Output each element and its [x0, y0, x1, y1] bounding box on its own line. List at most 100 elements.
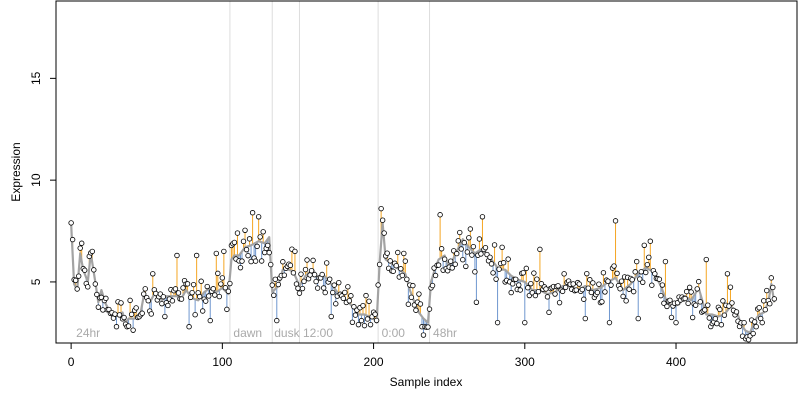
data-point — [516, 282, 522, 288]
data-point — [345, 284, 351, 290]
data-point — [590, 280, 596, 286]
data-point — [470, 243, 477, 250]
data-point — [296, 290, 303, 296]
data-point — [637, 276, 643, 282]
data-point — [295, 285, 301, 292]
data-point — [634, 258, 640, 265]
data-point — [142, 286, 148, 292]
y-axis-label: Expression — [9, 142, 23, 201]
data-point — [116, 312, 123, 318]
data-point — [523, 265, 530, 272]
data-point — [405, 301, 412, 307]
data-point — [349, 319, 356, 326]
data-point — [175, 290, 182, 296]
data-point — [272, 276, 278, 283]
data-point — [257, 234, 263, 240]
data-point — [469, 252, 475, 258]
data-point — [520, 270, 526, 276]
data-point — [75, 273, 82, 279]
data-point — [186, 324, 192, 330]
data-point — [269, 282, 275, 288]
data-point — [535, 288, 542, 295]
data-point — [159, 300, 165, 307]
data-point — [352, 312, 359, 318]
data-point — [313, 278, 319, 285]
data-point — [266, 249, 272, 256]
data-point — [689, 314, 696, 321]
data-point — [491, 242, 498, 248]
data-point — [212, 292, 218, 298]
data-point — [712, 315, 719, 322]
data-point — [562, 284, 569, 291]
data-point — [584, 270, 590, 277]
data-point — [640, 279, 646, 285]
data-point — [178, 296, 185, 302]
data-point — [204, 283, 210, 290]
data-point — [72, 277, 79, 284]
data-point — [189, 289, 195, 296]
data-point — [582, 315, 588, 322]
data-point — [79, 240, 85, 246]
data-point — [662, 258, 669, 265]
data-point — [363, 292, 369, 299]
data-point — [499, 244, 505, 251]
data-point — [141, 291, 147, 297]
data-point — [304, 257, 310, 263]
data-point — [538, 281, 545, 287]
data-point — [647, 238, 654, 244]
data-point — [82, 267, 88, 273]
data-point — [372, 311, 378, 317]
data-point — [432, 272, 439, 279]
data-point — [668, 314, 675, 321]
data-point — [413, 307, 419, 313]
data-point — [441, 256, 448, 262]
data-point — [196, 293, 203, 300]
data-point — [454, 250, 460, 257]
data-point — [673, 319, 679, 326]
data-point — [630, 288, 637, 295]
data-point — [500, 260, 507, 266]
data-point — [726, 303, 732, 309]
data-point — [570, 281, 576, 287]
data-point — [537, 246, 543, 253]
data-point — [121, 314, 127, 321]
data-point — [381, 230, 387, 236]
data-point — [260, 229, 266, 235]
data-point — [741, 320, 747, 326]
data-point — [393, 263, 399, 269]
data-point — [222, 285, 229, 291]
x-tick-label: 200 — [364, 355, 384, 369]
data-point — [416, 291, 422, 297]
data-point — [508, 289, 514, 296]
data-point — [555, 283, 561, 289]
data-point — [617, 286, 623, 292]
data-point — [89, 248, 95, 255]
data-point — [252, 258, 259, 264]
data-point — [478, 251, 484, 257]
data-point — [531, 270, 537, 276]
data-point — [361, 322, 368, 329]
data-point — [91, 267, 97, 273]
data-point — [395, 249, 401, 256]
data-point — [227, 280, 233, 287]
x-axis-label: Sample index — [390, 375, 463, 389]
data-point — [697, 299, 703, 305]
data-point — [750, 330, 756, 337]
data-point — [299, 285, 306, 292]
data-point — [139, 310, 145, 316]
data-point — [581, 296, 587, 302]
data-point — [594, 289, 601, 296]
data-point — [664, 303, 670, 310]
data-point — [532, 292, 539, 299]
data-point — [192, 312, 198, 318]
data-point — [113, 324, 120, 330]
data-point — [69, 236, 76, 243]
data-point — [682, 295, 688, 302]
data-point — [224, 306, 230, 313]
data-point — [620, 293, 626, 300]
data-point — [461, 239, 468, 246]
data-point — [635, 315, 641, 322]
data-point — [180, 285, 186, 291]
data-point — [292, 248, 298, 255]
data-point — [206, 293, 212, 299]
